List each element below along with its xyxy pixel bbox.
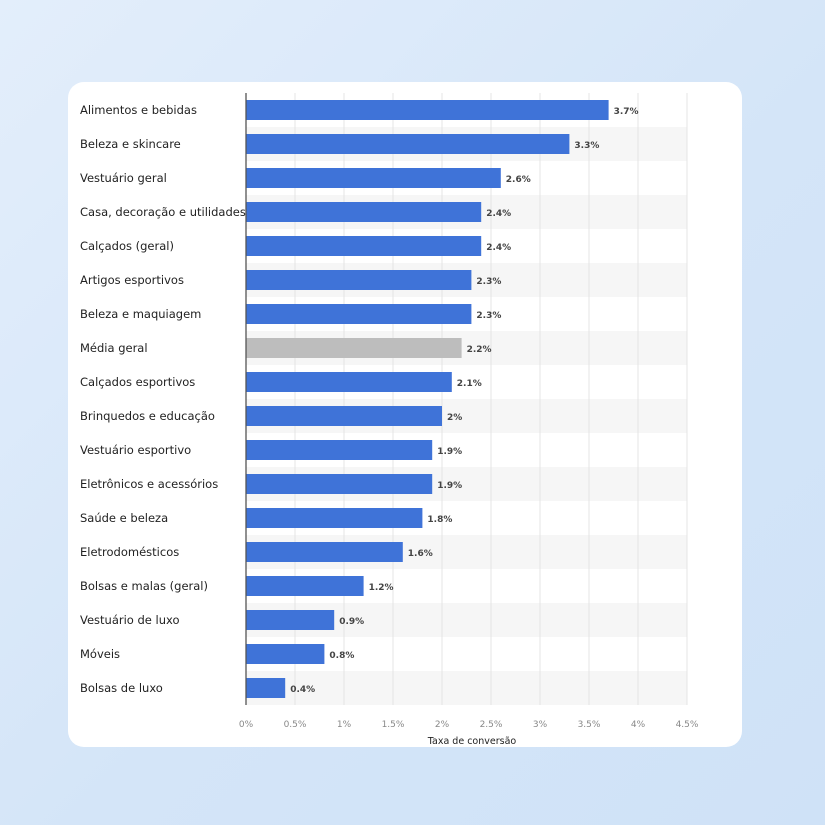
bar xyxy=(246,372,452,392)
x-axis-title: Taxa de conversão xyxy=(427,736,517,747)
bar xyxy=(246,304,472,324)
bar xyxy=(246,542,403,562)
category-label: Calçados esportivos xyxy=(80,375,195,389)
data-label: 2.3% xyxy=(476,311,501,321)
bar xyxy=(246,236,482,256)
x-tick-label: 4.5% xyxy=(676,720,699,730)
x-tick-label: 0.5% xyxy=(284,720,307,730)
bar xyxy=(246,508,423,528)
x-tick-label: 0% xyxy=(239,720,254,730)
data-label: 1.9% xyxy=(437,447,462,457)
bar xyxy=(246,610,335,630)
category-label: Vestuário de luxo xyxy=(80,613,180,627)
category-label: Móveis xyxy=(80,647,120,661)
data-label: 3.7% xyxy=(614,107,639,117)
bar xyxy=(246,678,286,698)
category-label: Alimentos e bebidas xyxy=(80,103,197,117)
data-label: 1.6% xyxy=(408,549,433,559)
bar xyxy=(246,134,570,154)
data-label: 3.3% xyxy=(574,141,599,151)
category-label: Eletrônicos e acessórios xyxy=(80,477,218,491)
category-label: Vestuário esportivo xyxy=(80,443,191,457)
data-label: 1.9% xyxy=(437,481,462,491)
category-label: Brinquedos e educação xyxy=(80,409,215,423)
value-labels: 3.7% 3.3% 2.6% 2.4% 2.4% 2.3% 2.3% 2.2% 2.1% 2% 1.… xyxy=(290,107,638,695)
row-stripe xyxy=(246,671,687,705)
data-label: 2.4% xyxy=(486,243,511,253)
x-tick-label: 4% xyxy=(631,720,646,730)
category-label: Eletrodomésticos xyxy=(80,545,179,559)
bar-chart: Alimentos e bebidas Beleza e skincare Vest… xyxy=(80,93,699,747)
category-label: Calçados (geral) xyxy=(80,239,174,253)
grid-lines xyxy=(294,93,688,705)
bar xyxy=(246,202,482,222)
chart-card: Alimentos e bebidas Beleza e skincare Vest… xyxy=(68,82,742,747)
data-label: 2.6% xyxy=(506,175,531,185)
bar xyxy=(246,168,501,188)
data-label: 2.3% xyxy=(476,277,501,287)
data-label: 2% xyxy=(447,413,462,423)
category-label: Média geral xyxy=(80,341,148,355)
category-label: Artigos esportivos xyxy=(80,273,184,287)
category-label: Saúde e beleza xyxy=(80,511,168,525)
data-label: 2.4% xyxy=(486,209,511,219)
bars xyxy=(246,100,609,698)
data-label: 2.2% xyxy=(467,345,492,355)
data-label: 1.8% xyxy=(427,515,452,525)
bar xyxy=(246,406,442,426)
category-label: Casa, decoração e utilidades xyxy=(80,205,246,219)
category-label: Beleza e maquiagem xyxy=(80,307,201,321)
data-label: 0.8% xyxy=(329,651,354,661)
x-tick-label: 3% xyxy=(533,720,548,730)
category-labels: Alimentos e bebidas Beleza e skincare Vest… xyxy=(80,103,246,695)
x-tick-label: 3.5% xyxy=(578,720,601,730)
x-tick-label: 2% xyxy=(435,720,450,730)
bar xyxy=(246,100,609,120)
data-label: 0.4% xyxy=(290,685,315,695)
data-label: 1.2% xyxy=(369,583,394,593)
bar xyxy=(246,270,472,290)
category-label: Bolsas de luxo xyxy=(80,681,163,695)
bar xyxy=(246,440,433,460)
bar xyxy=(246,576,364,596)
x-tick-label: 1% xyxy=(337,720,352,730)
x-tick-label: 1.5% xyxy=(382,720,405,730)
average-bar xyxy=(246,338,462,358)
data-label: 2.1% xyxy=(457,379,482,389)
category-label: Beleza e skincare xyxy=(80,137,181,151)
bar xyxy=(246,644,325,664)
bar xyxy=(246,474,433,494)
data-label: 0.9% xyxy=(339,617,364,627)
category-label: Vestuário geral xyxy=(80,171,167,185)
category-label: Bolsas e malas (geral) xyxy=(80,579,208,593)
x-tick-label: 2.5% xyxy=(480,720,503,730)
x-tick-labels: 0% 0.5% 1% 1.5% 2% 2.5% 3% 3.5% 4% 4.5% xyxy=(239,720,699,730)
